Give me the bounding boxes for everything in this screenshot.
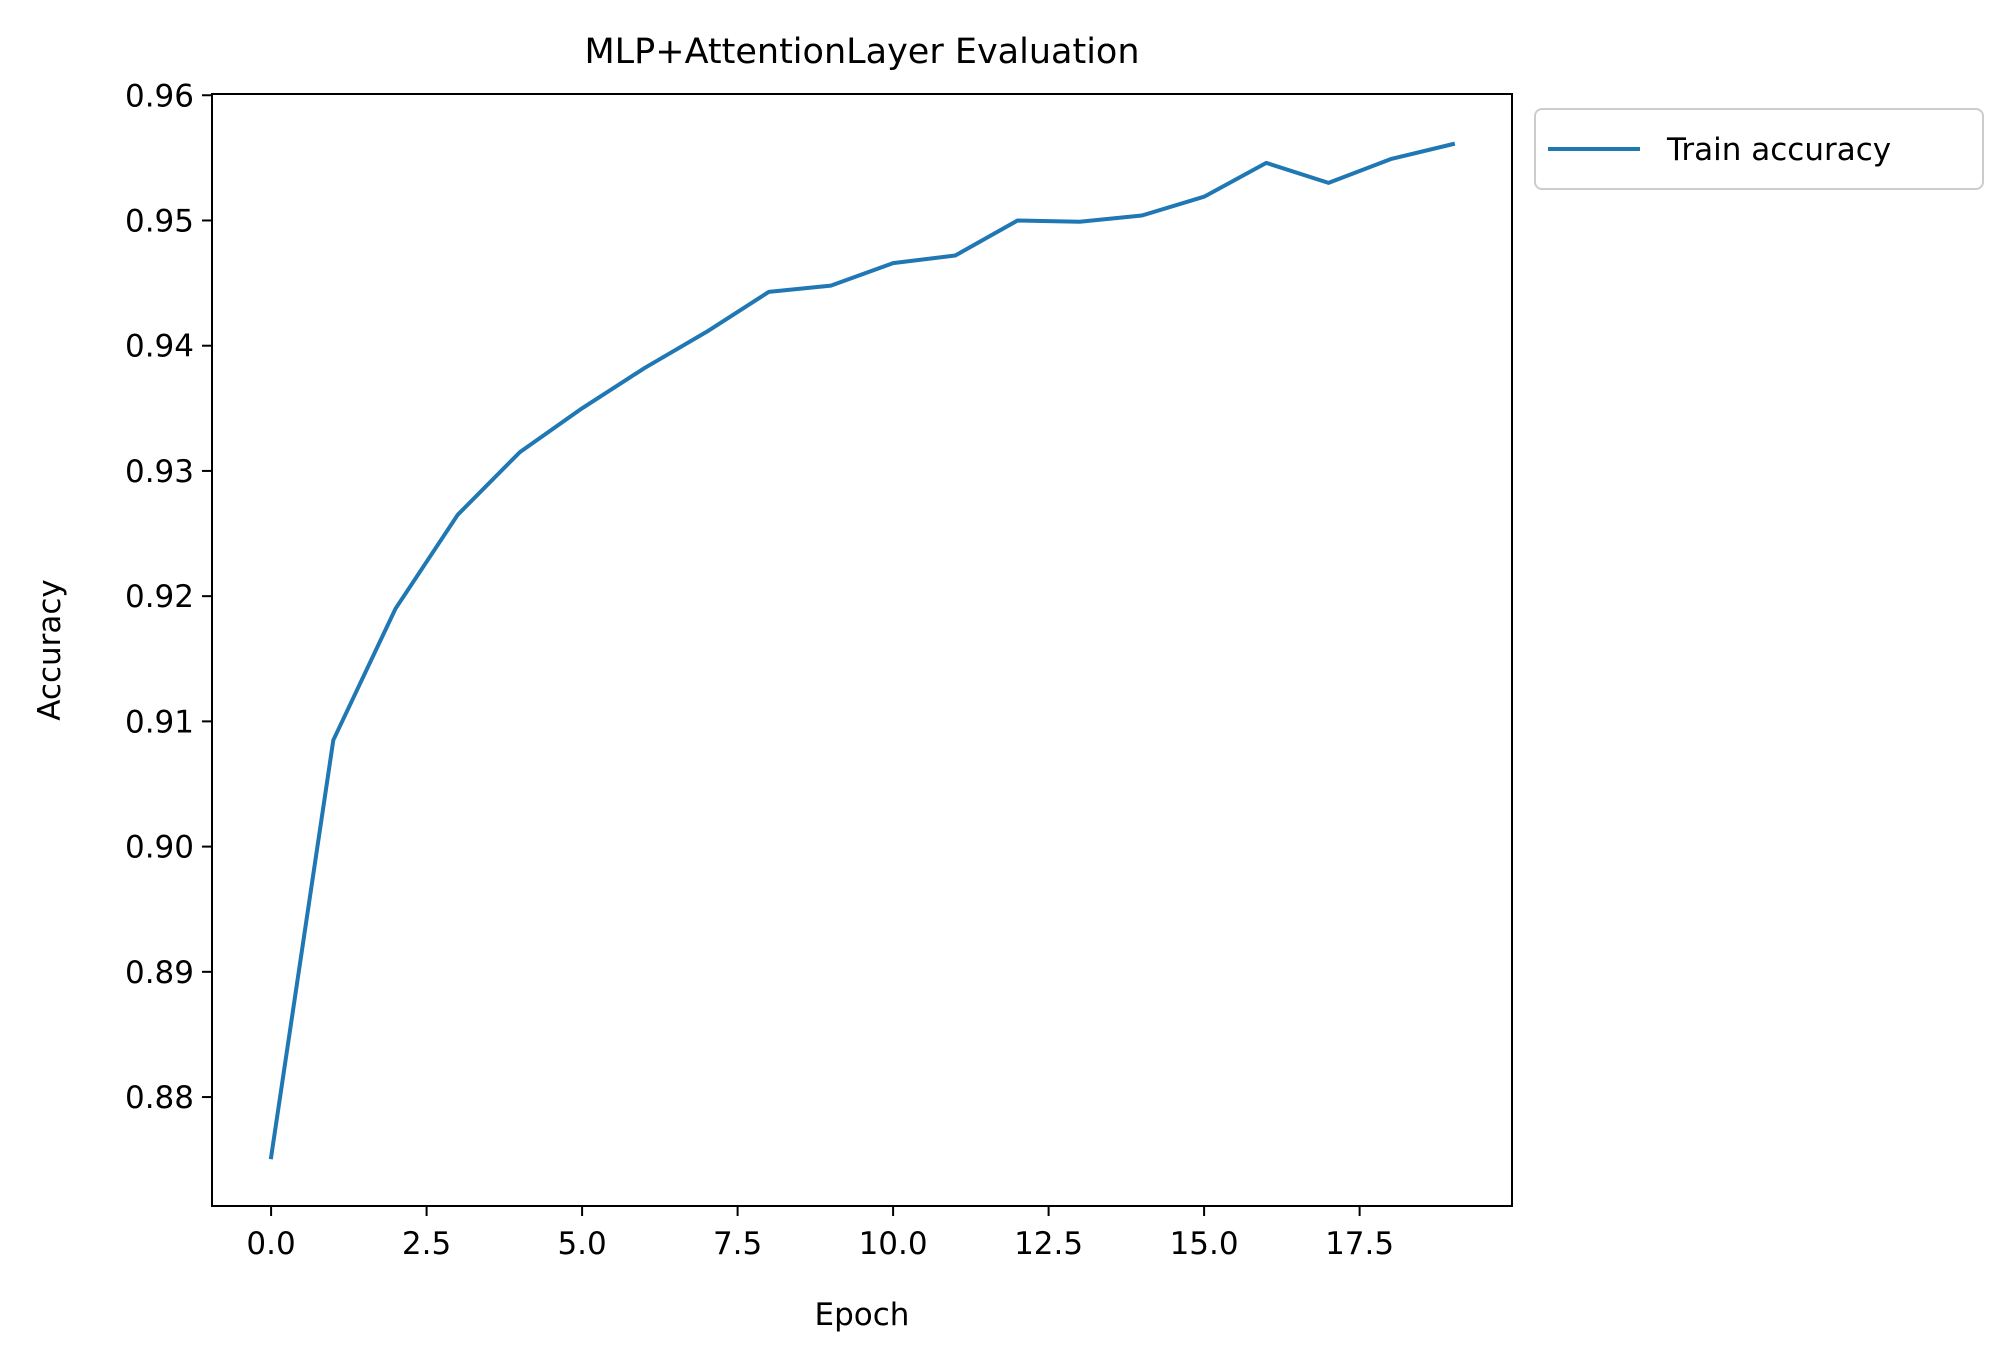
y-tick-label: 0.94 [125, 329, 194, 365]
y-tick-label: 0.96 [125, 78, 194, 114]
x-axis-ticks: 0.0 2.5 5.0 7.5 10.0 12.5 15.0 17.5 [246, 1206, 1394, 1262]
series-line-0 [268, 141, 1456, 1160]
chart-title: MLP+AttentionLayer Evaluation [584, 32, 1139, 72]
x-tick-label: 7.5 [713, 1226, 762, 1262]
x-tick-label: 12.5 [1014, 1226, 1083, 1262]
legend: Train accuracy [1534, 108, 1984, 190]
x-tick-label: 0.0 [246, 1226, 295, 1262]
series-layer [268, 141, 1456, 1160]
x-tick-label: 15.0 [1170, 1226, 1239, 1262]
legend-label: Train accuracy [1666, 132, 1891, 168]
y-tick-label: 0.93 [125, 454, 194, 490]
x-tick-label: 2.5 [402, 1226, 451, 1262]
x-tick-label: 10.0 [859, 1226, 928, 1262]
y-tick-label: 0.95 [125, 203, 194, 239]
y-axis-label: Accuracy [32, 579, 68, 721]
legend-box [1534, 108, 1984, 190]
y-tick-label: 0.89 [125, 955, 194, 991]
x-tick-label: 5.0 [557, 1226, 606, 1262]
y-axis-ticks: 0.88 0.89 0.90 0.91 0.92 0.93 0.94 0.95 0.96 [125, 78, 212, 1116]
axes-frame [211, 93, 1513, 1207]
x-axis-label: Epoch [815, 1297, 910, 1333]
plot-area [211, 93, 1513, 1207]
x-tick-label: 17.5 [1325, 1226, 1394, 1262]
y-tick-label: 0.90 [125, 830, 194, 866]
y-tick-label: 0.88 [125, 1080, 194, 1116]
y-tick-label: 0.92 [125, 579, 194, 615]
y-tick-label: 0.91 [125, 704, 194, 740]
